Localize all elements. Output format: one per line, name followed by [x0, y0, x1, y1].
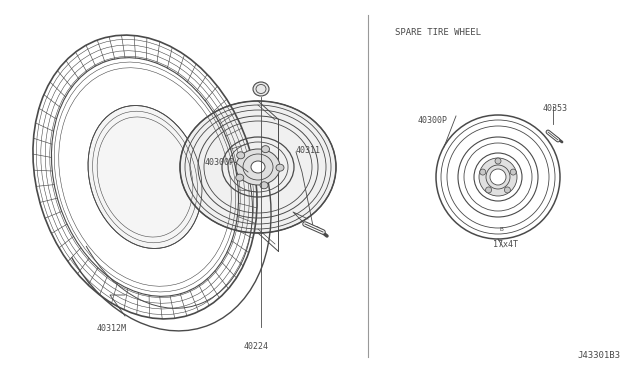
- Ellipse shape: [251, 161, 265, 173]
- Text: 40312M: 40312M: [97, 324, 127, 333]
- Ellipse shape: [236, 149, 280, 185]
- Ellipse shape: [237, 152, 244, 159]
- Ellipse shape: [504, 187, 511, 193]
- Text: 40300P: 40300P: [418, 115, 448, 125]
- Text: 40353: 40353: [543, 104, 568, 113]
- Ellipse shape: [253, 82, 269, 96]
- Text: B: B: [499, 227, 503, 231]
- Ellipse shape: [236, 174, 244, 181]
- Ellipse shape: [262, 146, 269, 153]
- Ellipse shape: [479, 158, 517, 196]
- Text: 40300P: 40300P: [205, 157, 235, 167]
- Ellipse shape: [276, 164, 284, 171]
- Ellipse shape: [88, 106, 202, 248]
- Ellipse shape: [480, 169, 486, 175]
- Text: 40311: 40311: [296, 145, 321, 154]
- Text: 17x4T: 17x4T: [493, 240, 518, 249]
- Ellipse shape: [490, 169, 506, 185]
- Ellipse shape: [510, 169, 516, 175]
- Text: 40224: 40224: [243, 342, 269, 351]
- Text: J43301B3: J43301B3: [577, 351, 620, 360]
- Ellipse shape: [486, 187, 492, 193]
- Text: SPARE TIRE WHEEL: SPARE TIRE WHEEL: [395, 28, 481, 36]
- Ellipse shape: [260, 182, 268, 189]
- Ellipse shape: [180, 101, 336, 233]
- Ellipse shape: [495, 158, 501, 164]
